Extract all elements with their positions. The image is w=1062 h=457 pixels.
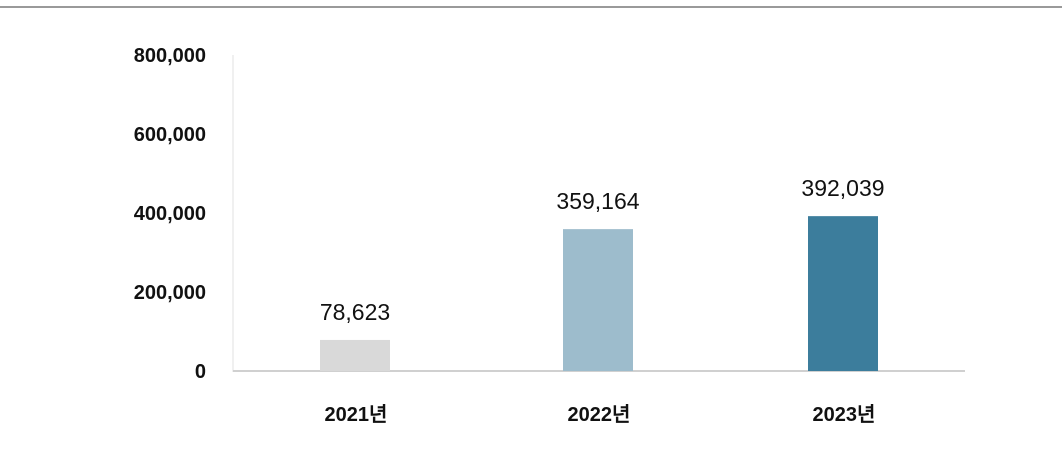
y-tick-label: 600,000	[134, 124, 206, 146]
bar-1	[320, 339, 390, 371]
bars	[320, 216, 878, 371]
y-tick-label: 0	[195, 361, 206, 383]
x-tick-label: 2021년	[325, 403, 388, 426]
y-tick-label: 800,000	[134, 45, 206, 67]
x-tick-label: 2023년	[813, 403, 876, 426]
x-tick-label: 2022년	[568, 403, 631, 426]
value-labels: 78,623 359,164 392,039	[320, 175, 885, 325]
y-tick-label: 200,000	[134, 282, 206, 304]
value-label: 78,623	[320, 299, 390, 325]
top-divider	[0, 6, 1062, 8]
bar-2	[563, 229, 633, 371]
y-tick-labels: 0 200,000 400,000 600,000 800,000	[134, 45, 206, 383]
bar-3	[808, 216, 878, 371]
x-tick-labels: 2021년 2022년 2023년	[325, 403, 876, 426]
value-label: 359,164	[556, 188, 639, 214]
value-label: 392,039	[801, 175, 884, 201]
y-tick-label: 400,000	[134, 203, 206, 225]
